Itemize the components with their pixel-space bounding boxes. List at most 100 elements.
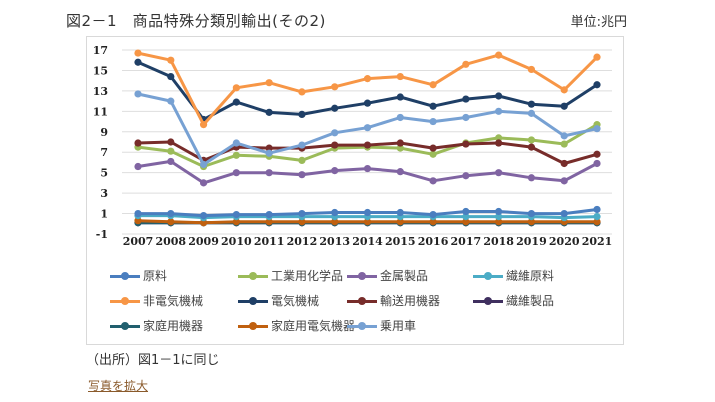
data-point: [134, 139, 142, 147]
x-tick-label: 2014: [352, 235, 383, 248]
chart-title: 図2－1 商品特殊分類別輸出(その2): [66, 12, 326, 30]
legend-swatch-icon: [473, 271, 503, 281]
data-point: [462, 60, 470, 68]
data-point: [593, 150, 601, 158]
data-point: [396, 144, 404, 152]
data-point: [462, 95, 470, 103]
legend-label: 家庭用電気機器: [271, 319, 356, 333]
data-point: [298, 141, 306, 149]
legend-label: 繊維製品: [506, 294, 555, 308]
legend-label: 家庭用機器: [143, 319, 204, 333]
legend-item: 非電気機械: [110, 292, 203, 309]
y-tick-label: 17: [93, 44, 108, 57]
data-point: [495, 218, 503, 226]
x-tick-label: 2016: [418, 235, 449, 248]
data-point: [527, 143, 536, 151]
data-point: [232, 151, 240, 159]
data-point: [527, 109, 536, 117]
enlarge-photo-link[interactable]: 写真を拡大: [88, 379, 149, 393]
data-point: [232, 84, 240, 92]
data-point: [331, 141, 339, 149]
data-point: [265, 149, 273, 157]
series-lines: [134, 49, 601, 227]
x-tick-label: 2019: [516, 235, 547, 248]
data-point: [527, 174, 536, 182]
data-point: [265, 79, 273, 87]
data-point: [199, 219, 208, 227]
data-point: [167, 72, 175, 81]
data-point: [134, 49, 142, 57]
legend-swatch-icon: [238, 271, 268, 281]
y-tick-label: 1: [100, 208, 108, 221]
data-point: [429, 150, 437, 158]
data-point: [199, 160, 208, 169]
x-tick-label: 2012: [287, 235, 318, 248]
data-point: [527, 100, 536, 108]
data-point: [363, 208, 372, 217]
y-tick-label: -1: [96, 228, 108, 241]
data-point: [527, 136, 536, 144]
data-point: [298, 88, 306, 96]
legend-swatch-icon: [347, 296, 377, 306]
data-point: [298, 218, 306, 226]
chart-frame: [86, 36, 624, 345]
data-point: [134, 162, 142, 171]
y-tick-label: 11: [93, 105, 108, 118]
data-point: [560, 102, 568, 110]
data-point: [167, 157, 175, 166]
x-tick-label: 2015: [385, 235, 416, 248]
data-point: [495, 139, 503, 147]
legend-item: 家庭用機器: [110, 317, 203, 334]
data-point: [199, 179, 208, 187]
data-point: [560, 159, 568, 168]
data-point: [495, 92, 503, 100]
data-point: [527, 218, 536, 226]
data-point: [560, 209, 568, 218]
data-point: [593, 218, 601, 226]
data-point: [462, 172, 470, 180]
series-家庭用電気機器: [134, 217, 601, 227]
x-tick-label: 2008: [155, 235, 186, 248]
data-point: [363, 99, 372, 107]
data-point: [265, 108, 273, 116]
data-point: [429, 210, 437, 219]
data-point: [560, 177, 568, 185]
data-point: [363, 124, 372, 132]
legend-item: 家庭用電気機器: [238, 317, 355, 334]
x-tick-label: 2011: [254, 235, 285, 248]
data-point: [363, 218, 372, 226]
data-point: [462, 213, 470, 221]
data-point: [527, 209, 536, 218]
x-tick-label: 2018: [483, 235, 514, 248]
legend-swatch-icon: [238, 321, 268, 331]
y-tick-label: 9: [100, 126, 108, 139]
data-point: [167, 138, 175, 146]
x-tick-label: 2009: [188, 235, 219, 248]
data-point: [331, 208, 339, 217]
data-point: [167, 147, 175, 155]
x-tick-label: 2007: [123, 235, 154, 248]
data-point: [298, 209, 306, 218]
legend-label: 非電気機械: [143, 294, 204, 308]
data-point: [265, 210, 273, 219]
data-point: [331, 218, 339, 226]
data-point: [495, 213, 503, 221]
legend-swatch-icon: [110, 296, 140, 306]
data-point: [429, 81, 437, 89]
data-point: [396, 208, 404, 217]
data-point: [462, 218, 470, 226]
data-point: [495, 169, 503, 177]
data-point: [363, 75, 372, 83]
data-point: [167, 209, 175, 218]
data-point: [527, 65, 536, 74]
data-point: [429, 117, 437, 126]
data-point: [429, 144, 437, 152]
data-point: [331, 129, 339, 137]
legend-item: 乗用車: [347, 317, 416, 334]
x-tick-label: 2013: [319, 235, 350, 248]
data-point: [396, 168, 404, 176]
legend-label: 電気機械: [271, 294, 320, 308]
y-tick-label: 7: [100, 146, 108, 159]
data-point: [232, 169, 240, 177]
legend-swatch-icon: [238, 296, 268, 306]
